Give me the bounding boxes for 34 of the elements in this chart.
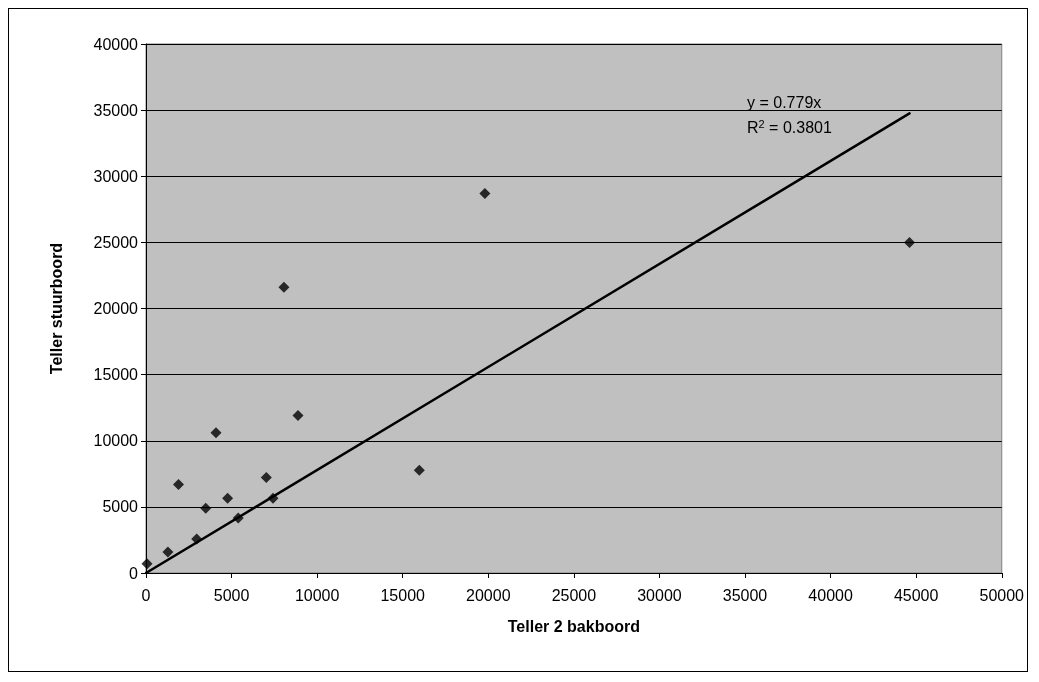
y-tick-label: 30000 bbox=[93, 167, 139, 185]
x-tick-label: 45000 bbox=[893, 586, 939, 604]
x-tick-label: 0 bbox=[141, 586, 151, 604]
point bbox=[222, 492, 234, 504]
point bbox=[141, 558, 153, 570]
x-tick-label: 10000 bbox=[294, 586, 340, 604]
point bbox=[260, 472, 272, 484]
y-axis-title: Teller stuurboord bbox=[47, 242, 65, 375]
point bbox=[413, 464, 425, 476]
y-tick-label: 10000 bbox=[93, 432, 139, 450]
point bbox=[162, 546, 174, 558]
x-tick-label: 50000 bbox=[979, 586, 1025, 604]
point bbox=[210, 427, 222, 439]
y-tick-label: 35000 bbox=[93, 101, 139, 119]
x-tick-label: 5000 bbox=[213, 586, 250, 604]
y-tick-label: 15000 bbox=[93, 366, 139, 384]
x-axis-title: Teller 2 bakboord bbox=[507, 617, 640, 635]
y-tick-label: 0 bbox=[129, 564, 139, 582]
x-tick-label: 30000 bbox=[637, 586, 682, 604]
y-tick-label: 40000 bbox=[93, 35, 139, 53]
x-tick-label: 15000 bbox=[380, 586, 426, 604]
y-tick-label: 20000 bbox=[93, 300, 139, 317]
x-tick-label: 35000 bbox=[722, 586, 768, 604]
point bbox=[278, 281, 290, 293]
x-tick-label: 40000 bbox=[808, 586, 853, 604]
point bbox=[904, 236, 915, 248]
y-tick-label: 5000 bbox=[102, 498, 139, 516]
point bbox=[479, 187, 491, 199]
point bbox=[173, 478, 185, 490]
point bbox=[292, 410, 304, 422]
point bbox=[200, 502, 212, 514]
y-tick-label: 25000 bbox=[93, 233, 139, 251]
x-tick-label: 25000 bbox=[551, 586, 597, 604]
x-tick-label: 20000 bbox=[466, 586, 511, 604]
